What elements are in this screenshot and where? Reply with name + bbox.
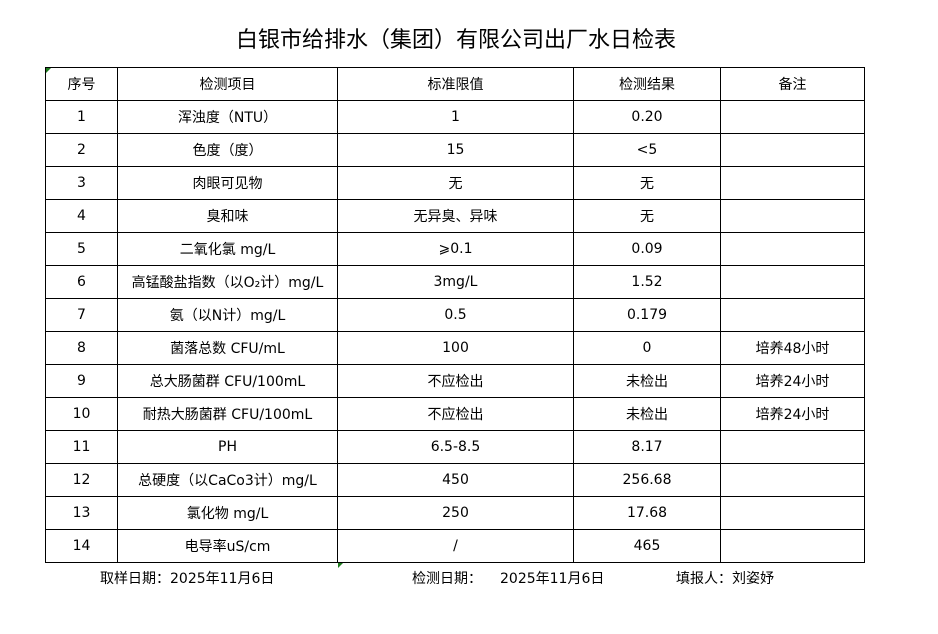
- item-cell: 氨（以N计）mg/L: [117, 298, 338, 332]
- item-cell: 浑浊度（NTU）: [117, 100, 338, 134]
- standard-limit-cell: 不应检出: [337, 397, 574, 431]
- item-cell: 臭和味: [117, 199, 338, 233]
- remark-cell: [720, 430, 865, 464]
- standard-limit-cell: 1: [337, 100, 574, 134]
- index-cell: 8: [45, 331, 118, 365]
- table-row: 9 总大肠菌群 CFU/100mL 不应检出 未检出 培养24小时: [45, 364, 865, 398]
- standard-limit-cell: 15: [337, 133, 574, 167]
- standard-limit-cell: 0.5: [337, 298, 574, 332]
- item-cell: 肉眼可见物: [117, 166, 338, 200]
- result-cell: 0: [573, 331, 721, 365]
- result-cell: 256.68: [573, 463, 721, 497]
- table-row: 5 二氧化氯 mg/L ⩾0.1 0.09: [45, 232, 865, 266]
- cell-marker-icon: [338, 563, 343, 568]
- standard-limit-cell: 无异臭、异味: [337, 199, 574, 233]
- index-cell: 13: [45, 496, 118, 530]
- table-row: 7 氨（以N计）mg/L 0.5 0.179: [45, 298, 865, 332]
- table-row: 8 菌落总数 CFU/mL 100 0 培养48小时: [45, 331, 865, 365]
- standard-limit-cell: /: [337, 529, 574, 563]
- item-cell: 总硬度（以CaCo3计）mg/L: [117, 463, 338, 497]
- table-header-row: 序号 检测项目 标准限值 检测结果 备注: [45, 67, 865, 101]
- index-cell: 4: [45, 199, 118, 233]
- index-cell: 10: [45, 397, 118, 431]
- result-cell: 1.52: [573, 265, 721, 299]
- remark-cell: [720, 232, 865, 266]
- remark-cell: 培养24小时: [720, 397, 865, 431]
- item-cell: 氯化物 mg/L: [117, 496, 338, 530]
- table-row: 2 色度（度） 15 <5: [45, 133, 865, 167]
- standard-limit-cell: 100: [337, 331, 574, 365]
- standard-limit-cell: 450: [337, 463, 574, 497]
- item-cell: 耐热大肠菌群 CFU/100mL: [117, 397, 338, 431]
- remark-cell: [720, 199, 865, 233]
- cell-marker-icon: [46, 68, 51, 73]
- item-cell: 色度（度）: [117, 133, 338, 167]
- table-row: 3 肉眼可见物无无: [45, 166, 865, 200]
- header-cell: 标准限值: [337, 67, 574, 101]
- index-cell: 7: [45, 298, 118, 332]
- index-cell: 12: [45, 463, 118, 497]
- index-cell: 1: [45, 100, 118, 134]
- result-cell: 无: [573, 199, 721, 233]
- table-row: 13 氯化物 mg/L 250 17.68: [45, 496, 865, 530]
- index-cell: 5: [45, 232, 118, 266]
- result-cell: 8.17: [573, 430, 721, 464]
- standard-limit-cell: 不应检出: [337, 364, 574, 398]
- item-cell: 电导率uS/cm: [117, 529, 338, 563]
- table-row: 1 浑浊度（NTU） 1 0.20: [45, 100, 865, 134]
- item-cell: PH: [117, 430, 338, 464]
- standard-limit-cell: 3mg/L: [337, 265, 574, 299]
- result-cell: 0.179: [573, 298, 721, 332]
- index-cell: 11: [45, 430, 118, 464]
- result-cell: 未检出: [573, 397, 721, 431]
- result-cell: 0.20: [573, 100, 721, 134]
- index-cell: 6: [45, 265, 118, 299]
- test-date: 2025年11月6日: [500, 571, 605, 587]
- result-cell: 17.68: [573, 496, 721, 530]
- remark-cell: 培养48小时: [720, 331, 865, 365]
- item-cell: 二氧化氯 mg/L: [117, 232, 338, 266]
- standard-limit-cell: 无: [337, 166, 574, 200]
- reporter: 填报人：刘姿妤: [676, 571, 774, 587]
- item-cell: 菌落总数 CFU/mL: [117, 331, 338, 365]
- table-row: 12 总硬度（以CaCo3计）mg/L 450 256.68: [45, 463, 865, 497]
- standard-limit-cell: ⩾0.1: [337, 232, 574, 266]
- item-cell: 总大肠菌群 CFU/100mL: [117, 364, 338, 398]
- table-row: 6 高锰酸盐指数（以O₂计）mg/L 3mg/L 1.52: [45, 265, 865, 299]
- result-cell: 0.09: [573, 232, 721, 266]
- remark-cell: [720, 463, 865, 497]
- remark-cell: [720, 100, 865, 134]
- remark-cell: [720, 166, 865, 200]
- index-cell: 2: [45, 133, 118, 167]
- remark-cell: [720, 529, 865, 563]
- index-cell: 14: [45, 529, 118, 563]
- index-cell: 3: [45, 166, 118, 200]
- remark-cell: [720, 265, 865, 299]
- table-row: 4 臭和味 无异臭、异味无: [45, 199, 865, 233]
- test-date-label: 检测日期：: [412, 571, 482, 587]
- standard-limit-cell: 6.5-8.5: [337, 430, 574, 464]
- remark-cell: [720, 496, 865, 530]
- result-cell: 无: [573, 166, 721, 200]
- standard-limit-cell: 250: [337, 496, 574, 530]
- sampling-date: 取样日期：2025年11月6日: [100, 571, 275, 587]
- result-cell: <5: [573, 133, 721, 167]
- remark-cell: [720, 298, 865, 332]
- water-quality-table: 序号 检测项目 标准限值 检测结果 备注 1 浑浊度（NTU） 1 0.20 2 色度（度…: [45, 67, 865, 563]
- header-cell: 检测项目: [117, 67, 338, 101]
- remark-cell: [720, 133, 865, 167]
- table-row: 10 耐热大肠菌群 CFU/100mL 不应检出 未检出 培养24小时: [45, 397, 865, 431]
- result-cell: 465: [573, 529, 721, 563]
- remark-cell: 培养24小时: [720, 364, 865, 398]
- header-cell: 序号: [45, 67, 118, 101]
- page-title: 白银市给排水（集团）有限公司出厂水日检表: [235, 28, 676, 53]
- header-cell: 备注: [720, 67, 865, 101]
- table-row: 11 PH 6.5-8.5 8.17: [45, 430, 865, 464]
- table-row: 14 电导率uS/cm/465: [45, 529, 865, 563]
- index-cell: 9: [45, 364, 118, 398]
- result-cell: 未检出: [573, 364, 721, 398]
- item-cell: 高锰酸盐指数（以O₂计）mg/L: [117, 265, 338, 299]
- header-cell: 检测结果: [573, 67, 721, 101]
